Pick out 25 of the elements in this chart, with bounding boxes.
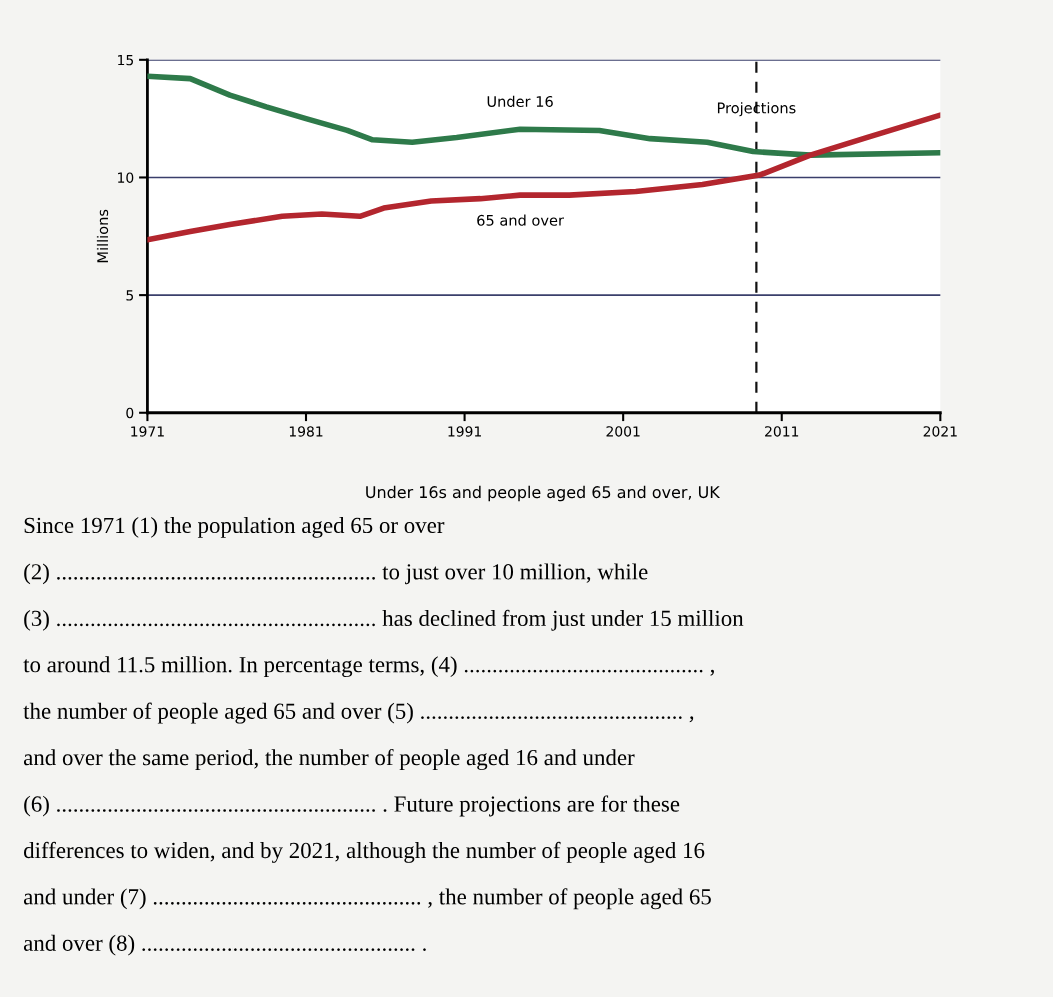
x-tick-label: 2011 [765, 426, 799, 437]
y-tick-label: 10 [118, 172, 134, 183]
text: and over the same period, the number of people aged 16 and under [23, 748, 635, 771]
x-tick-label: 2001 [606, 426, 640, 437]
y-axis-title: Millions [96, 209, 109, 263]
x-tick-label: 1991 [448, 426, 481, 437]
y-tick-label: 0 [126, 407, 134, 419]
text: the number of people aged 65 and over (5) .............................................. , [23, 702, 694, 724]
series-label: 65 and over [477, 214, 564, 226]
text: and under (7) ............................................... , the number of people aged 65 [23, 888, 711, 910]
text: (2) ........................................................ to just over 10 million, while [24, 563, 648, 585]
series-label: Under 16 [487, 95, 553, 107]
y-tick-label: 15 [118, 54, 134, 66]
text: (3) ........................................................ has declined from just under 15 million [24, 609, 744, 631]
text: (6) ........................................................ . Future projections are for these [24, 795, 680, 817]
text: to around 11.5 million. In percentage terms, (4) .......................................... , [23, 656, 714, 678]
text: Under 16s and people aged 65 and over, UK [366, 485, 721, 502]
x-tick-label: 2021 [923, 426, 957, 437]
x-tick-label: 1981 [289, 426, 323, 437]
text: differences to widen, and by 2021, although the number of people aged 16 [23, 841, 705, 863]
ref-line-label: Projections [717, 102, 796, 117]
text: Since 1971 (1) the population aged 65 or over [24, 516, 445, 538]
x-tick-label: 1971 [131, 426, 164, 437]
text: and over (8) ................................................ . [23, 934, 426, 956]
y-tick-label: 5 [126, 290, 134, 301]
